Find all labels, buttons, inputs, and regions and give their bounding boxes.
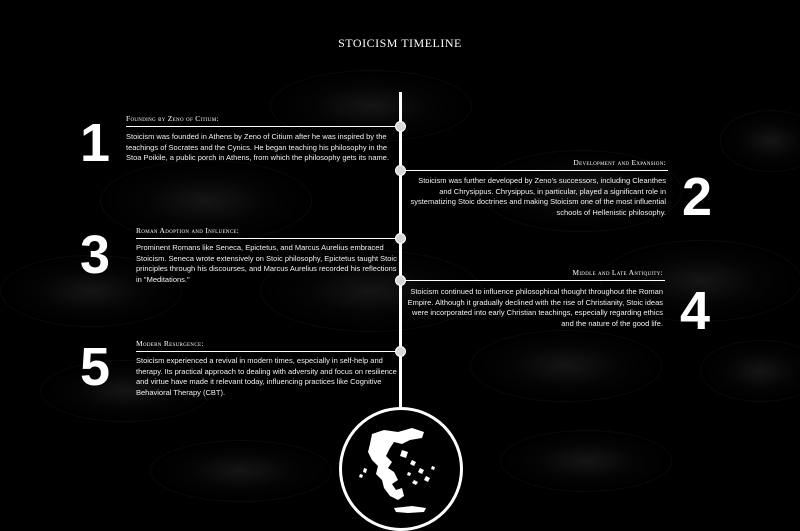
timeline-branch [401, 170, 668, 171]
background-eye-decoration [270, 70, 472, 142]
timeline-branch [136, 238, 401, 239]
event-description: Stoicism was further developed by Zeno's… [410, 176, 666, 217]
background-eye-decoration [150, 440, 332, 502]
page-title: STOICISM TIMELINE [338, 36, 462, 50]
greece-map-badge [339, 407, 463, 531]
event-description: Stoicism experienced a revival in modern… [136, 356, 397, 397]
timeline-branch [401, 280, 665, 281]
background-eye-decoration [470, 330, 662, 402]
timeline-node [395, 275, 406, 286]
event-description: Stoicism was founded in Athens by Zeno o… [126, 132, 390, 162]
background-eye-decoration [100, 160, 312, 242]
event-number: 1 [80, 113, 111, 173]
event-heading: Roman Adoption and Influence: [136, 226, 240, 235]
event-number: 4 [680, 281, 711, 341]
timeline-node [395, 233, 406, 244]
background-eye-decoration [480, 150, 682, 232]
background-eye-decoration [0, 255, 182, 327]
background-eye-decoration [500, 430, 672, 492]
background-eye-decoration [720, 110, 800, 172]
event-heading: Middle and Late Antiquity: [572, 268, 663, 277]
timeline-spine [399, 92, 402, 410]
background-eye-decoration [260, 250, 482, 332]
event-heading: Founding by Zeno of Citium: [126, 114, 219, 123]
event-description: Stoicism continued to influence philosop… [407, 287, 663, 328]
greece-map-icon [359, 428, 435, 513]
event-heading: Modern Resurgence: [136, 339, 204, 348]
event-number: 5 [80, 337, 111, 397]
background-eye-decoration [600, 240, 800, 322]
background-eye-decoration [700, 340, 800, 402]
timeline-branch [136, 351, 401, 352]
timeline-node [395, 165, 406, 176]
event-number: 2 [682, 167, 713, 227]
timeline-node [395, 121, 406, 132]
event-heading: Development and Expansion: [573, 158, 666, 167]
timeline-branch [126, 126, 401, 127]
background-eye-decoration [40, 360, 212, 422]
timeline-node [395, 346, 406, 357]
event-description: Prominent Romans like Seneca, Epictetus,… [136, 243, 397, 284]
event-number: 3 [80, 225, 111, 285]
